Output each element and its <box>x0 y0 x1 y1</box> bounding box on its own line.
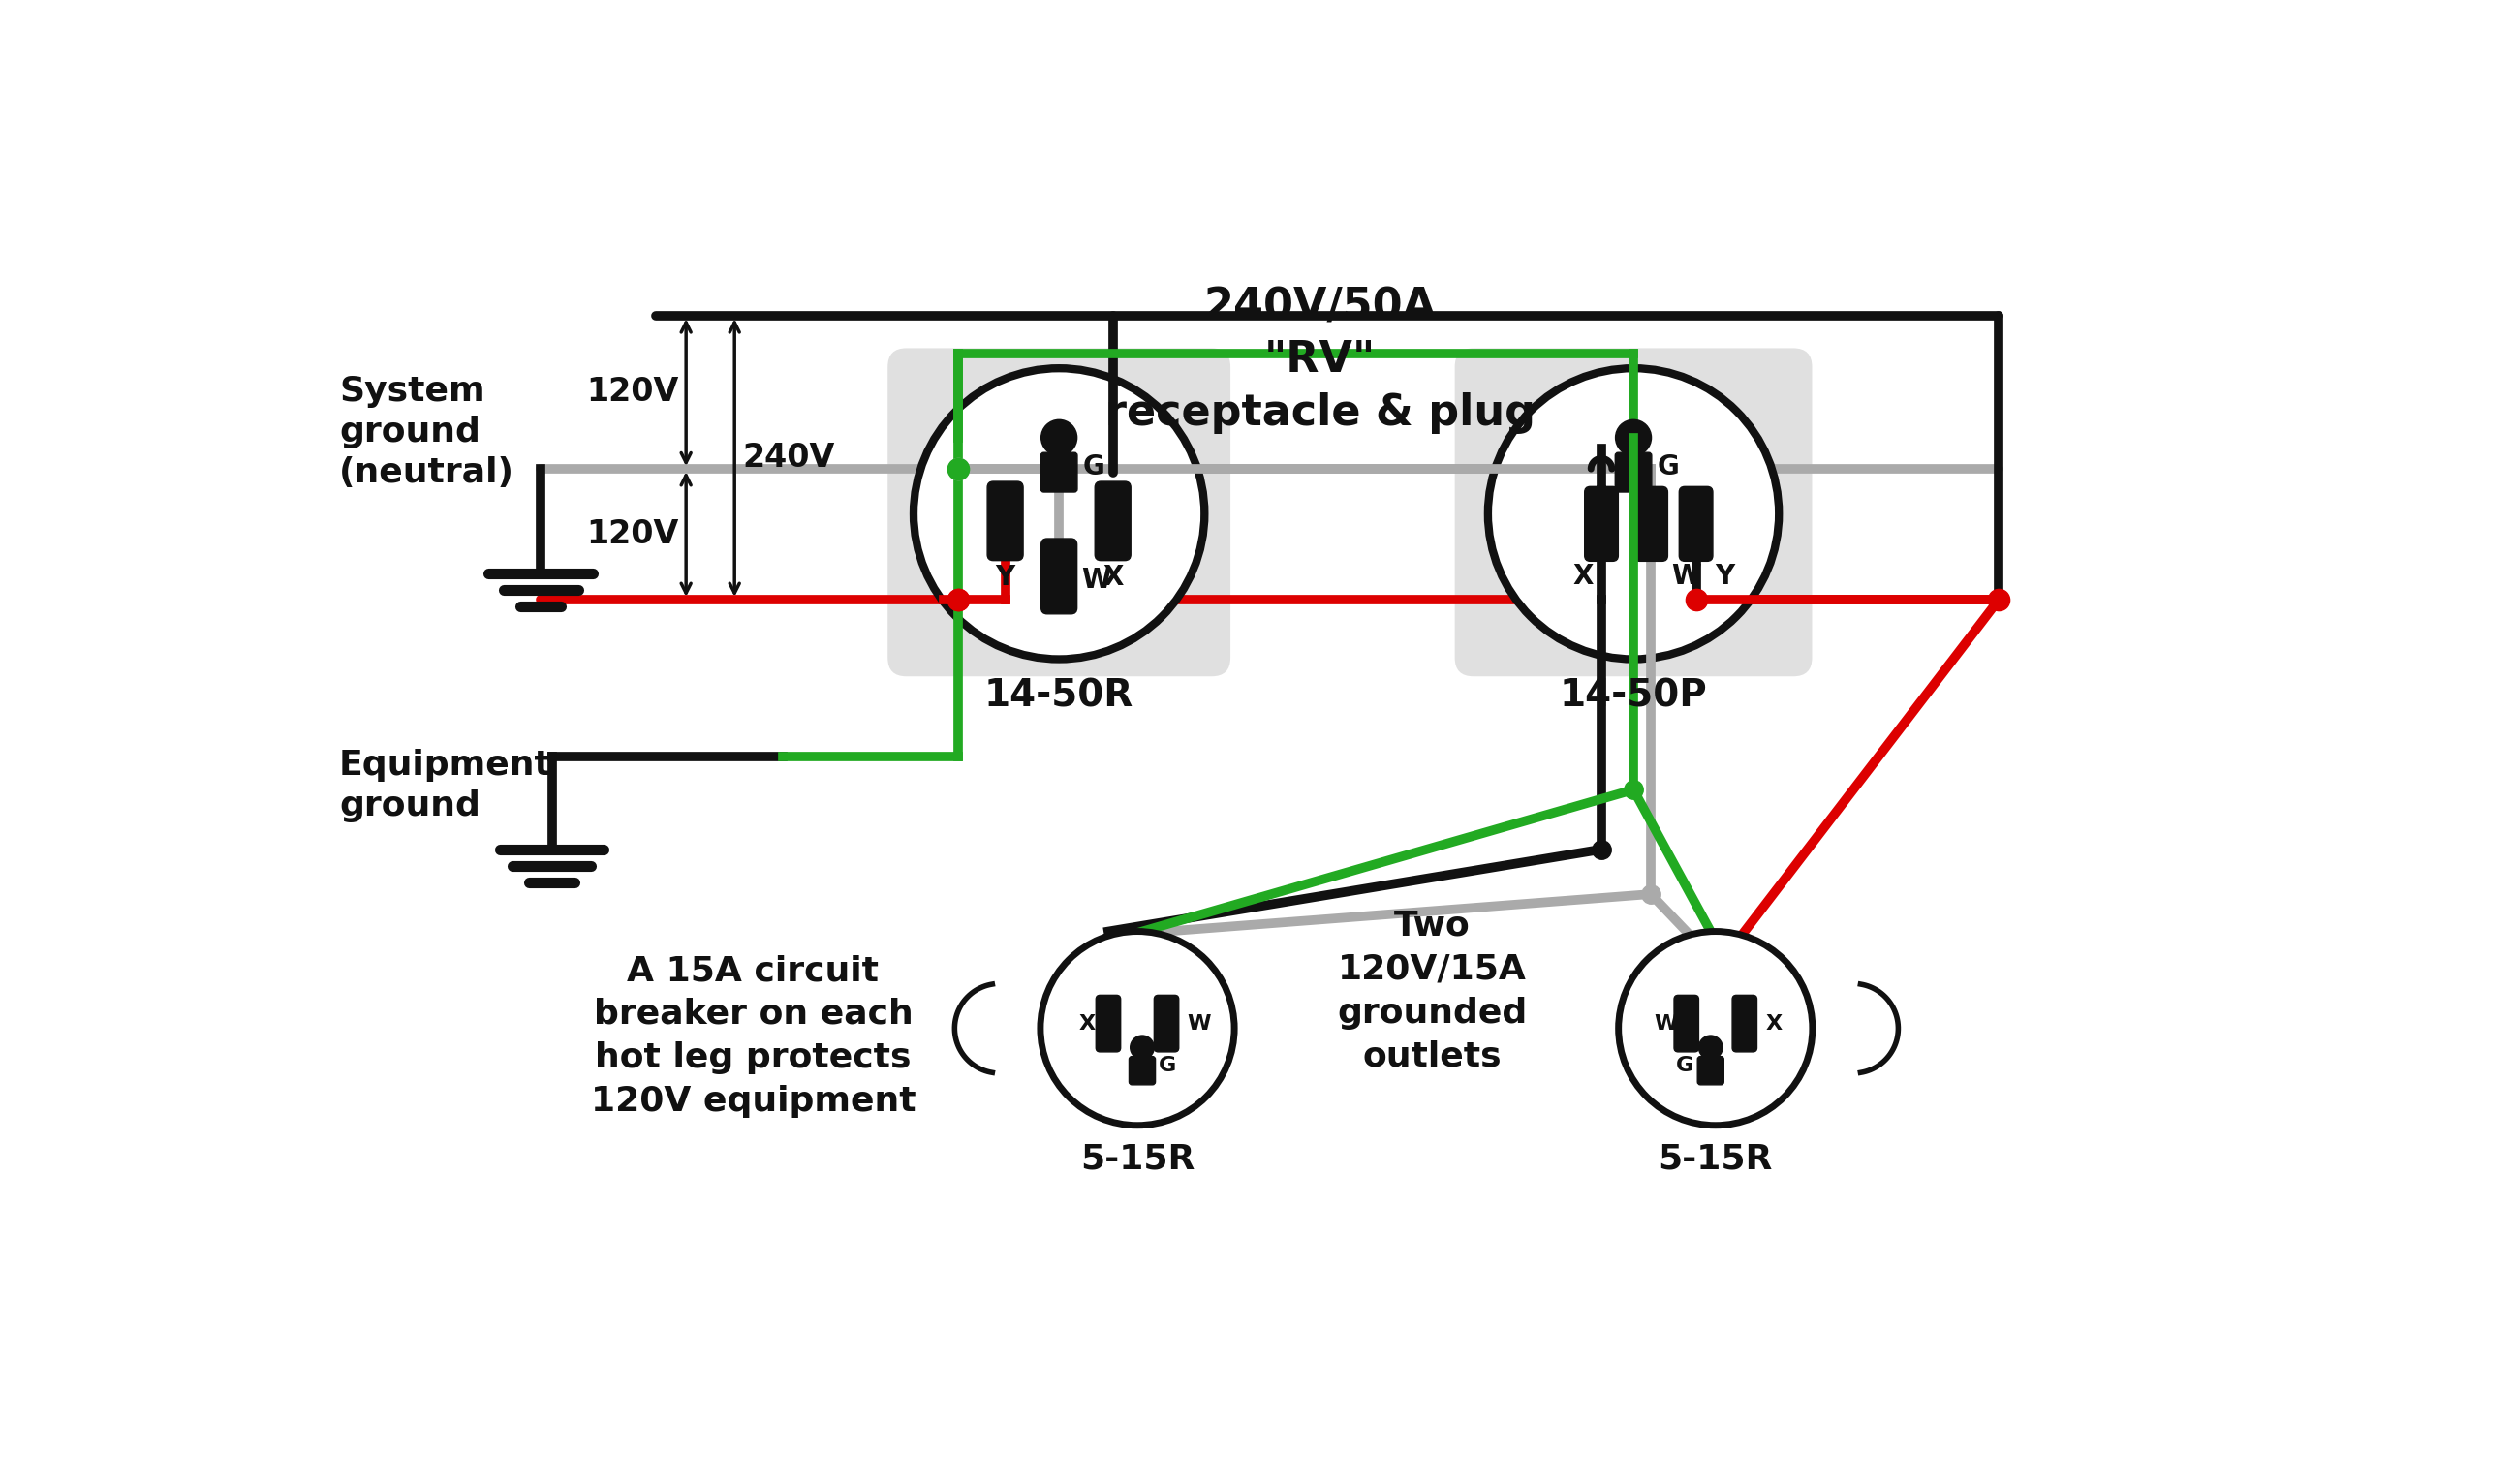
Text: W: W <box>1654 1014 1677 1033</box>
FancyBboxPatch shape <box>1096 481 1131 561</box>
FancyBboxPatch shape <box>1697 1057 1725 1085</box>
Circle shape <box>1131 1036 1154 1060</box>
Circle shape <box>1617 420 1652 456</box>
Circle shape <box>1619 932 1813 1125</box>
Text: G: G <box>1677 1055 1694 1074</box>
Text: 5-15R: 5-15R <box>1659 1143 1772 1175</box>
FancyBboxPatch shape <box>1096 996 1121 1052</box>
Text: G: G <box>1159 1055 1177 1074</box>
Circle shape <box>1699 1036 1722 1060</box>
FancyBboxPatch shape <box>1679 487 1712 561</box>
Text: Y: Y <box>1715 562 1735 589</box>
Circle shape <box>913 368 1204 659</box>
FancyBboxPatch shape <box>1456 349 1813 677</box>
Text: W: W <box>1081 567 1111 594</box>
FancyBboxPatch shape <box>1129 1057 1156 1085</box>
Circle shape <box>1041 420 1076 456</box>
Text: X: X <box>1104 564 1124 591</box>
Text: G: G <box>1657 453 1679 481</box>
Text: System
ground
(neutral): System ground (neutral) <box>339 374 515 488</box>
FancyBboxPatch shape <box>1634 487 1667 561</box>
FancyBboxPatch shape <box>887 349 1229 677</box>
FancyBboxPatch shape <box>1584 487 1619 561</box>
FancyBboxPatch shape <box>1674 996 1699 1052</box>
FancyBboxPatch shape <box>1154 996 1179 1052</box>
Circle shape <box>1041 932 1234 1125</box>
Text: G: G <box>1084 453 1106 481</box>
Text: 5-15R: 5-15R <box>1081 1143 1194 1175</box>
Text: 14-50R: 14-50R <box>985 678 1134 715</box>
Text: A 15A circuit
breaker on each
hot leg protects
120V equipment: A 15A circuit breaker on each hot leg pr… <box>591 954 915 1117</box>
Text: 14-50P: 14-50P <box>1559 678 1707 715</box>
Text: W: W <box>1672 562 1702 589</box>
FancyBboxPatch shape <box>1041 453 1076 493</box>
FancyBboxPatch shape <box>988 481 1023 561</box>
Text: 240V/50A
"RV"
receptacle & plug: 240V/50A "RV" receptacle & plug <box>1106 286 1536 435</box>
Text: X: X <box>1571 562 1594 589</box>
Text: 240V: 240V <box>742 442 835 473</box>
FancyBboxPatch shape <box>1614 453 1652 493</box>
Circle shape <box>1488 368 1780 659</box>
FancyBboxPatch shape <box>1041 539 1076 614</box>
Text: X: X <box>1079 1014 1096 1033</box>
Text: Equipment
ground: Equipment ground <box>339 749 553 822</box>
Text: 120V: 120V <box>586 518 679 551</box>
FancyBboxPatch shape <box>1732 996 1757 1052</box>
Text: 120V: 120V <box>586 375 679 408</box>
Text: Two
120V/15A
grounded
outlets: Two 120V/15A grounded outlets <box>1337 910 1526 1073</box>
Text: W: W <box>1187 1014 1212 1033</box>
Text: Y: Y <box>996 564 1016 591</box>
Text: X: X <box>1765 1014 1782 1033</box>
